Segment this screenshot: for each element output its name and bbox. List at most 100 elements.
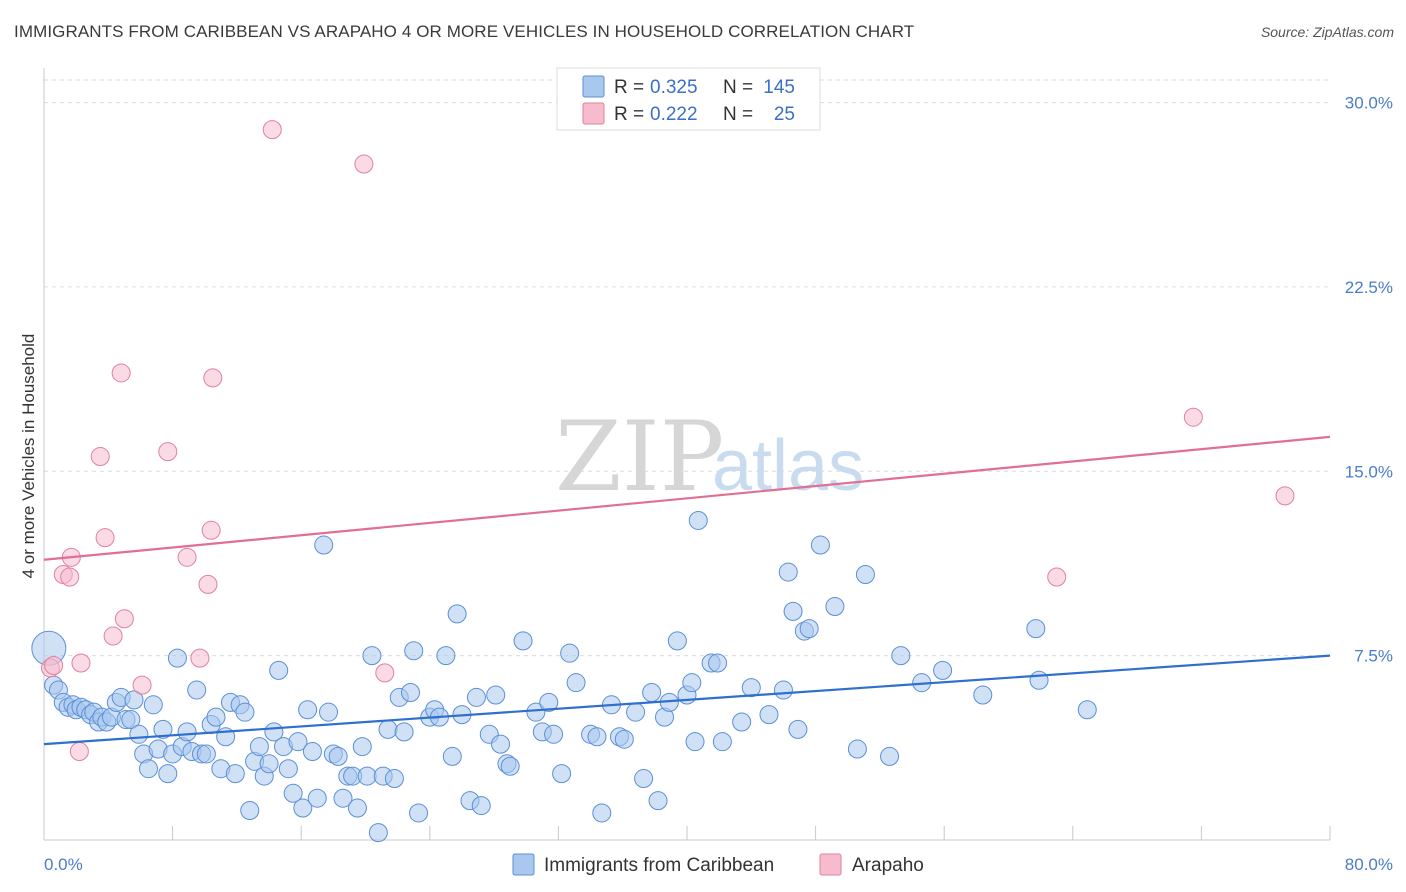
- legend-swatch-arapaho: [582, 102, 605, 125]
- caribbean-point: [442, 746, 462, 766]
- arapaho-point: [262, 120, 282, 140]
- caribbean-point: [732, 712, 752, 732]
- caribbean-point: [642, 683, 662, 703]
- caribbean-point: [810, 535, 830, 555]
- caribbean-point: [799, 619, 819, 639]
- bottom-legend-swatch-arapaho: [819, 853, 842, 876]
- x-tick-min: 0.0%: [44, 855, 83, 874]
- arapaho-point: [354, 154, 374, 174]
- caribbean-point: [560, 643, 580, 663]
- caribbean-point: [129, 724, 149, 744]
- caribbean-point: [404, 641, 424, 661]
- y-tick-label-1: 15.0%: [1345, 462, 1393, 481]
- caribbean-point: [552, 764, 572, 784]
- caribbean-point: [124, 690, 144, 710]
- caribbean-point: [1077, 700, 1097, 720]
- arapaho-point: [203, 368, 223, 388]
- legend-n-caribbean: 145: [763, 77, 795, 98]
- trend-lines: [43, 435, 1331, 746]
- caribbean-point: [240, 801, 260, 821]
- arapaho-point: [111, 363, 131, 383]
- caribbean-point: [933, 660, 953, 680]
- caribbean-point: [741, 678, 761, 698]
- caribbean-point: [891, 646, 911, 666]
- caribbean-point: [206, 707, 226, 727]
- caribbean-point: [153, 719, 173, 739]
- caribbean-point: [500, 756, 520, 776]
- y-axis-label: 4 or more Vehicles in Household: [19, 334, 38, 579]
- caribbean-point: [614, 729, 634, 749]
- caribbean-point: [526, 702, 546, 722]
- caribbean-point: [177, 722, 197, 742]
- y-tick-label-3: 30.0%: [1345, 94, 1393, 113]
- caribbean-point: [759, 705, 779, 725]
- caribbean-point: [368, 823, 388, 843]
- caribbean-point: [187, 680, 207, 700]
- caribbean-point: [447, 604, 467, 624]
- caribbean-point: [466, 687, 486, 707]
- x-tick-max: 80.0%: [1345, 855, 1393, 874]
- caribbean-point: [592, 803, 612, 823]
- arapaho-point: [1183, 407, 1203, 427]
- caribbean-point: [143, 695, 163, 715]
- caribbean-point: [513, 631, 533, 651]
- caribbean-point: [357, 766, 377, 786]
- caribbean-point: [634, 769, 654, 789]
- caribbean-point: [544, 724, 564, 744]
- caribbean-point: [259, 754, 279, 774]
- caribbean-point: [328, 746, 348, 766]
- bottom-legend-swatch-caribbean: [512, 853, 535, 876]
- legend-n-arapaho: 25: [774, 104, 795, 125]
- arapaho-point: [177, 547, 197, 567]
- caribbean-point: [307, 788, 327, 808]
- caribbean-point: [539, 692, 559, 712]
- arapaho-trend-line: [43, 435, 1331, 561]
- legend-swatch-caribbean: [582, 75, 605, 98]
- caribbean-point: [158, 764, 178, 784]
- series-arapaho-points: [40, 120, 1295, 762]
- caribbean-point: [1029, 670, 1049, 690]
- caribbean-point: [235, 702, 255, 722]
- caribbean-point: [333, 788, 353, 808]
- caribbean-point: [712, 732, 732, 752]
- caribbean-point: [788, 719, 808, 739]
- caribbean-point: [566, 673, 586, 693]
- caribbean-point: [778, 562, 798, 582]
- arapaho-point: [158, 442, 178, 462]
- caribbean-trend-line: [43, 654, 1331, 746]
- bottom-legend-arapaho: Arapaho: [852, 855, 924, 876]
- arapaho-point: [44, 655, 64, 675]
- arapaho-point: [71, 653, 91, 673]
- caribbean-point: [269, 660, 289, 680]
- caribbean-point: [167, 648, 187, 668]
- legend-n-label-arapaho: N =: [723, 104, 753, 125]
- caribbean-point: [587, 727, 607, 747]
- caribbean-point: [685, 732, 705, 752]
- caribbean-point: [486, 685, 506, 705]
- caribbean-point: [298, 700, 318, 720]
- arapaho-point: [375, 663, 395, 683]
- caribbean-point: [384, 769, 404, 789]
- axes: [43, 68, 1331, 841]
- legend: R = 0.325 N = 145 R = 0.222 N = 25: [556, 67, 821, 131]
- arapaho-point: [103, 626, 123, 646]
- arapaho-point: [1047, 567, 1067, 587]
- caribbean-point: [688, 510, 708, 530]
- caribbean-point: [973, 685, 993, 705]
- y-tick-labels: 7.5% 15.0% 22.5% 30.0%: [1345, 94, 1393, 666]
- caribbean-point: [319, 702, 339, 722]
- caribbean-point: [283, 783, 303, 803]
- caribbean-point: [491, 734, 511, 754]
- caribbean-point: [626, 702, 646, 722]
- legend-r-label-arapaho: R =: [614, 104, 644, 125]
- y-tick-label-0: 7.5%: [1354, 647, 1393, 666]
- caribbean-point: [225, 764, 245, 784]
- caribbean-point: [138, 759, 158, 779]
- caribbean-point: [682, 673, 702, 693]
- caribbean-point: [773, 680, 793, 700]
- caribbean-point: [783, 601, 803, 621]
- caribbean-point: [825, 596, 845, 616]
- arapaho-point: [95, 528, 115, 548]
- caribbean-point: [378, 719, 398, 739]
